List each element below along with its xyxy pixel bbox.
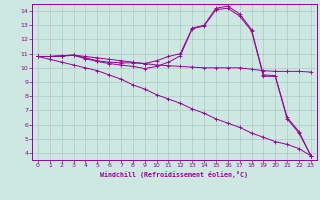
X-axis label: Windchill (Refroidissement éolien,°C): Windchill (Refroidissement éolien,°C): [100, 171, 248, 178]
